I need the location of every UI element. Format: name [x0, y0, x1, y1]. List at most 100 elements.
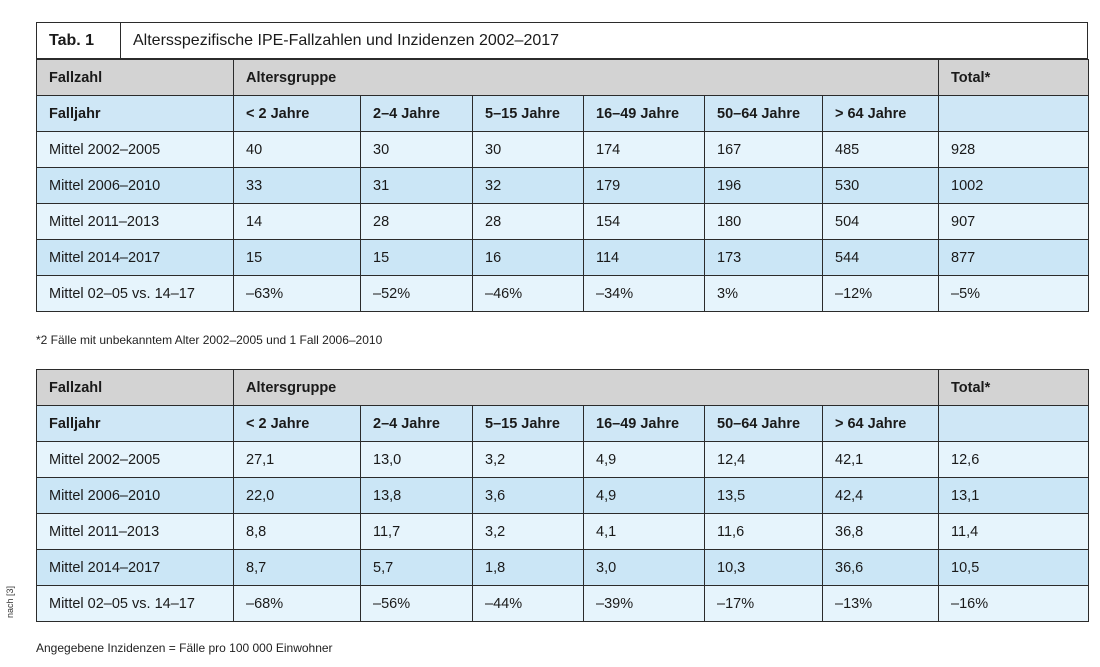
table-cell: 928 [938, 131, 1090, 168]
header-cell: < 2 Jahre [233, 405, 361, 442]
table-cell: 32 [472, 167, 584, 204]
table-cell: 8,8 [233, 513, 361, 550]
table-cell: 530 [821, 167, 940, 204]
table-cell: 504 [821, 203, 940, 240]
table-cell: 3% [704, 275, 823, 312]
table-cell: 13,5 [704, 477, 823, 514]
table-row: Mittel 2002–2005 27,1 13,0 3,2 4,9 12,4 … [36, 441, 1090, 478]
table-cell: 11,4 [938, 513, 1090, 550]
table-cell: 114 [583, 239, 705, 276]
footnote: Angegebene Inzidenzen = Fälle pro 100 00… [36, 641, 333, 655]
table-row: Mittel 2002–2005 40 30 30 174 167 485 92… [36, 131, 1090, 168]
table-cell: 30 [360, 131, 473, 168]
table-cell: 10,3 [704, 549, 823, 586]
table-cell: –56% [360, 585, 473, 622]
table-cell: 544 [821, 239, 940, 276]
header-cell: Fallzahl [36, 369, 234, 406]
table-cell: Mittel 02–05 vs. 14–17 [36, 275, 234, 312]
table-cell: 12,6 [938, 441, 1090, 478]
table-cell: –63% [233, 275, 361, 312]
header-cell [938, 405, 1090, 442]
table-row: Mittel 02–05 vs. 14–17 –63% –52% –46% –3… [36, 275, 1090, 312]
header-cell: > 64 Jahre [821, 95, 940, 132]
table-cell: 3,6 [472, 477, 584, 514]
table-cell: 180 [704, 203, 823, 240]
header-cell: Fallzahl [36, 59, 234, 96]
table-cell: 13,1 [938, 477, 1090, 514]
table-cell: Mittel 2011–2013 [36, 513, 234, 550]
table-cell: 4,1 [583, 513, 705, 550]
source-note: nach [3] [5, 585, 15, 618]
header-cell: 5–15 Jahre [472, 405, 584, 442]
table-cell: 179 [583, 167, 705, 204]
header-cell: Altersgruppe [232, 59, 940, 96]
table-number: Tab. 1 [37, 23, 121, 58]
header-cell: 16–49 Jahre [583, 95, 705, 132]
table-cell: Mittel 2014–2017 [36, 239, 234, 276]
header-cell: 2–4 Jahre [360, 95, 473, 132]
table-cell: 10,5 [938, 549, 1090, 586]
table-row: Mittel 2011–2013 14 28 28 154 180 504 90… [36, 203, 1090, 240]
table-cell: –16% [938, 585, 1090, 622]
table-cell: Mittel 2011–2013 [36, 203, 234, 240]
table-cell: –46% [472, 275, 584, 312]
table-row: Mittel 2011–2013 8,8 11,7 3,2 4,1 11,6 3… [36, 513, 1090, 550]
table-cell: 877 [938, 239, 1090, 276]
table-cell: Mittel 2002–2005 [36, 441, 234, 478]
table-cell: 13,0 [360, 441, 473, 478]
table-cell: Mittel 2006–2010 [36, 477, 234, 514]
table-cell: 11,6 [704, 513, 823, 550]
header-cell: Falljahr [36, 95, 234, 132]
table-cell: 40 [233, 131, 361, 168]
table-cell: 28 [360, 203, 473, 240]
header-cell: Total* [938, 369, 1090, 406]
table-cell: 1002 [938, 167, 1090, 204]
header-cell: 5–15 Jahre [472, 95, 584, 132]
table-cell: 30 [472, 131, 584, 168]
table-cell: 11,7 [360, 513, 473, 550]
table-cell: –13% [821, 585, 940, 622]
table-cell: 14 [233, 203, 361, 240]
table-cell: 1,8 [472, 549, 584, 586]
table-cell: Mittel 02–05 vs. 14–17 [36, 585, 234, 622]
table-cell: 36,8 [821, 513, 940, 550]
table-row: Mittel 2014–2017 15 15 16 114 173 544 87… [36, 239, 1090, 276]
table-caption: Tab. 1 Altersspezifische IPE-Fallzahlen … [36, 22, 1088, 59]
table-cell: –12% [821, 275, 940, 312]
table-cell: 5,7 [360, 549, 473, 586]
table-cell: 4,9 [583, 477, 705, 514]
table-cell: 42,1 [821, 441, 940, 478]
table-cell: 31 [360, 167, 473, 204]
table-row: Mittel 2006–2010 33 31 32 179 196 530 10… [36, 167, 1090, 204]
table-row: Mittel 2006–2010 22,0 13,8 3,6 4,9 13,5 … [36, 477, 1090, 514]
table-cell: Mittel 2006–2010 [36, 167, 234, 204]
table-cell: Mittel 2014–2017 [36, 549, 234, 586]
table-cell: 33 [233, 167, 361, 204]
table-cell: –68% [233, 585, 361, 622]
header-cell: > 64 Jahre [821, 405, 940, 442]
header-cell: 2–4 Jahre [360, 405, 473, 442]
table-cell: –17% [704, 585, 823, 622]
header-cell: < 2 Jahre [233, 95, 361, 132]
table-cell: 154 [583, 203, 705, 240]
header-cell: 16–49 Jahre [583, 405, 705, 442]
table-cell: –34% [583, 275, 705, 312]
table-cell: 15 [233, 239, 361, 276]
table-cell: 36,6 [821, 549, 940, 586]
incidence-table: Fallzahl Altersgruppe Total* Falljahr < … [36, 369, 1090, 622]
table-cell: –5% [938, 275, 1090, 312]
table-cell: 12,4 [704, 441, 823, 478]
table-cell: 4,9 [583, 441, 705, 478]
table-cell: 173 [704, 239, 823, 276]
table-cell: 174 [583, 131, 705, 168]
table-cell: 196 [704, 167, 823, 204]
header-row-top: Fallzahl Altersgruppe Total* [36, 59, 1090, 96]
table-title: Altersspezifische IPE-Fallzahlen und Inz… [133, 31, 560, 49]
header-cell: 50–64 Jahre [704, 405, 823, 442]
table-cell: 3,0 [583, 549, 705, 586]
table-cell: 907 [938, 203, 1090, 240]
table-row: Mittel 02–05 vs. 14–17 –68% –56% –44% –3… [36, 585, 1090, 622]
footnote: *2 Fälle mit unbekanntem Alter 2002–2005… [36, 333, 383, 347]
header-cell: Altersgruppe [232, 369, 940, 406]
table-cell: –39% [583, 585, 705, 622]
